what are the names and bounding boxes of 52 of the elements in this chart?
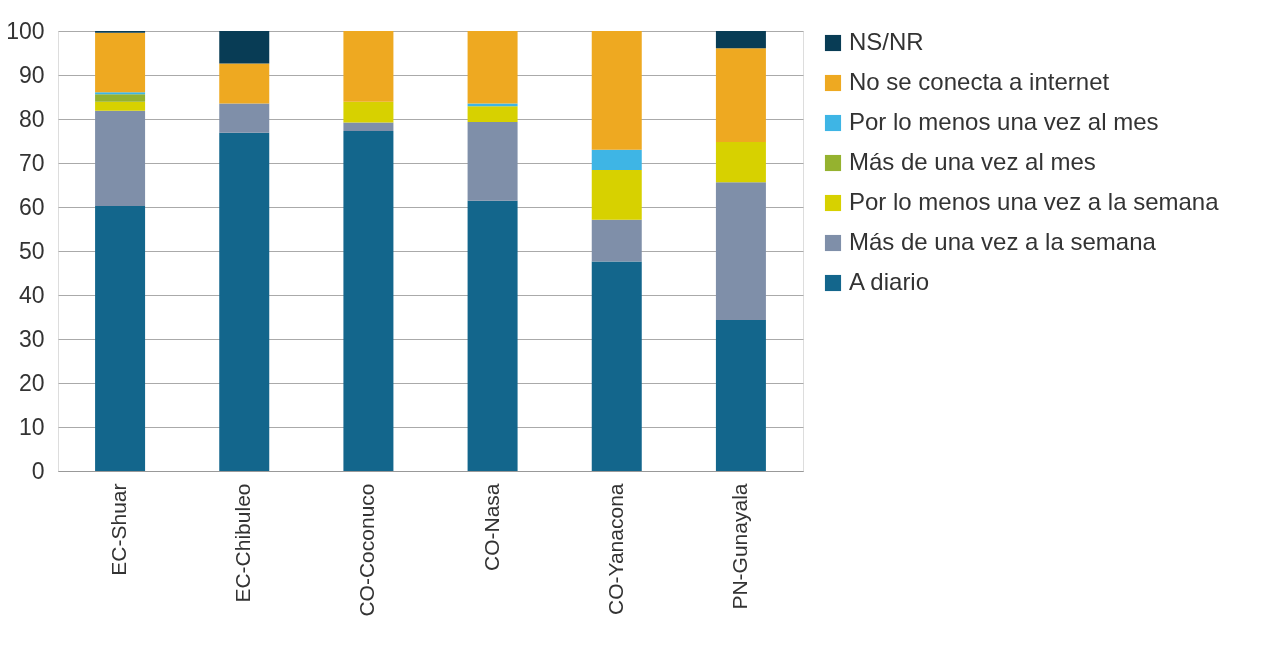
bar (95, 94, 146, 102)
x-tick-label: CO-Yanacona (603, 483, 627, 616)
bar (343, 101, 394, 123)
bar (95, 32, 146, 93)
x-tick-label: CO-Coconuco (355, 483, 379, 617)
bar (467, 31, 518, 104)
bar (219, 31, 270, 64)
x-tick-label: EC-Shuar (107, 483, 131, 576)
bar (715, 320, 766, 471)
bar (467, 106, 518, 123)
bar (591, 149, 642, 171)
bar (467, 122, 518, 201)
y-tick-label: 90 (18, 61, 45, 88)
bar (343, 31, 394, 102)
bar (219, 132, 270, 471)
bar (591, 170, 642, 220)
y-tick-label: 80 (18, 105, 45, 132)
bar (591, 31, 642, 150)
y-tick-label: 50 (18, 237, 45, 264)
bar (715, 141, 766, 183)
y-tick-label: 40 (18, 281, 45, 308)
x-tick-label: EC-Chibuleo (231, 483, 255, 603)
bar (343, 122, 394, 131)
bar (591, 219, 642, 262)
legend-label: Por lo menos una vez al mes (849, 108, 1159, 135)
legend-label: Más de una vez al mes (849, 148, 1096, 175)
bar (591, 261, 642, 471)
bar (95, 206, 146, 471)
bar (715, 48, 766, 142)
legend-label: NS/NR (849, 28, 924, 55)
legend-label: A diario (849, 268, 930, 295)
bar (95, 110, 146, 207)
bar (219, 103, 270, 133)
y-tick-label: 20 (18, 369, 45, 396)
y-tick-label: 10 (18, 413, 45, 440)
legend-label: Más de una vez a la semana (849, 228, 1157, 255)
bar (95, 92, 146, 95)
x-tick-label: PN-Gunayala (727, 483, 751, 610)
bar (467, 200, 518, 471)
legend-label: No se conecta a internet (849, 68, 1110, 95)
y-tick-label: 100 (6, 17, 45, 44)
bar (343, 130, 394, 471)
bar (95, 101, 146, 111)
y-tick-label: 30 (18, 325, 45, 352)
bar (715, 31, 766, 49)
bar (715, 182, 766, 321)
bar (219, 63, 270, 104)
y-tick-label: 60 (18, 193, 45, 220)
y-tick-label: 0 (31, 457, 45, 484)
x-tick-label: CO-Nasa (479, 483, 503, 572)
legend-label: Por lo menos una vez a la semana (849, 188, 1220, 215)
y-tick-label: 70 (18, 149, 45, 176)
